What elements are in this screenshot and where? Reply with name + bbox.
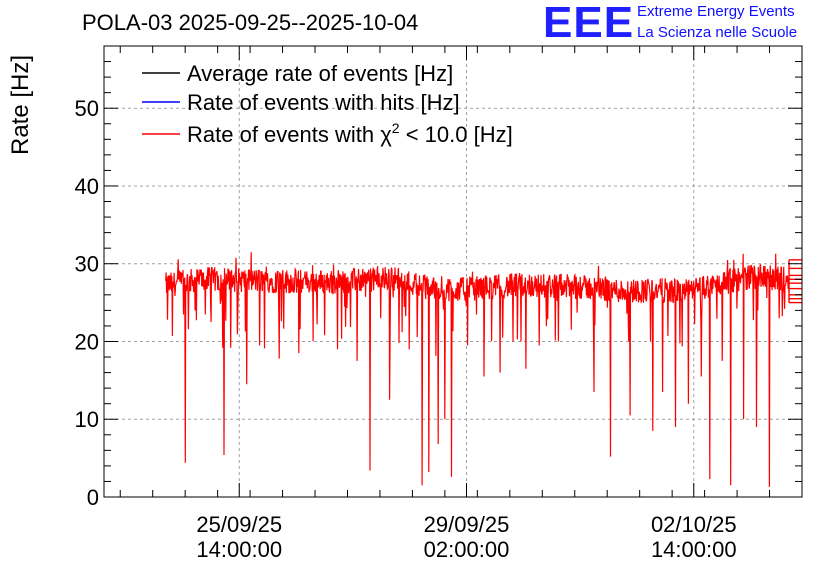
legend-label-hits: Rate of events with hits [Hz] [187,90,460,115]
data-series [165,252,802,487]
x-tick-label-time: 14:00:00 [196,537,282,562]
legend-label-chi2-prefix: Rate of events with [187,122,380,147]
logo-subtitle-line1: Extreme Energy Events [637,3,795,20]
y-tick-label: 40 [75,174,99,199]
plot-frame [103,45,803,498]
eee-logo: EEE [543,0,635,47]
x-tick-label-time: 02:00:00 [424,537,510,562]
y-axis-label: Rate [Hz] [7,55,34,155]
y-tick-label: 30 [75,252,99,277]
legend-label-chi2-suffix: < 10.0 [Hz] [400,122,513,147]
x-tick-label-date: 02/10/25 [651,512,737,537]
y-tick-label: 50 [75,96,99,121]
series-chi2-line [165,252,790,487]
y-tick-label: 0 [87,485,99,510]
legend-label-chi2-symbol: χ [380,122,392,147]
axes: 0102030405025/09/2514:00:0029/09/2502:00… [75,45,803,562]
legend: Average rate of events [Hz] Rate of even… [142,61,513,147]
x-tick-label-date: 29/09/25 [424,512,510,537]
logo-subtitle-line2: La Scienza nelle Scuole [637,24,798,41]
legend-label-chi2: Rate of events with χ2 < 10.0 [Hz] [187,120,513,147]
legend-label-average: Average rate of events [Hz] [187,61,453,86]
grid-lines [104,46,802,497]
legend-label-chi2-superscript: 2 [392,120,400,136]
y-tick-label: 20 [75,329,99,354]
chart-title: POLA-03 2025-09-25--2025-10-04 [82,10,419,35]
x-tick-label-date: 25/09/25 [196,512,282,537]
y-tick-label: 10 [75,407,99,432]
x-tick-label-time: 14:00:00 [651,537,737,562]
